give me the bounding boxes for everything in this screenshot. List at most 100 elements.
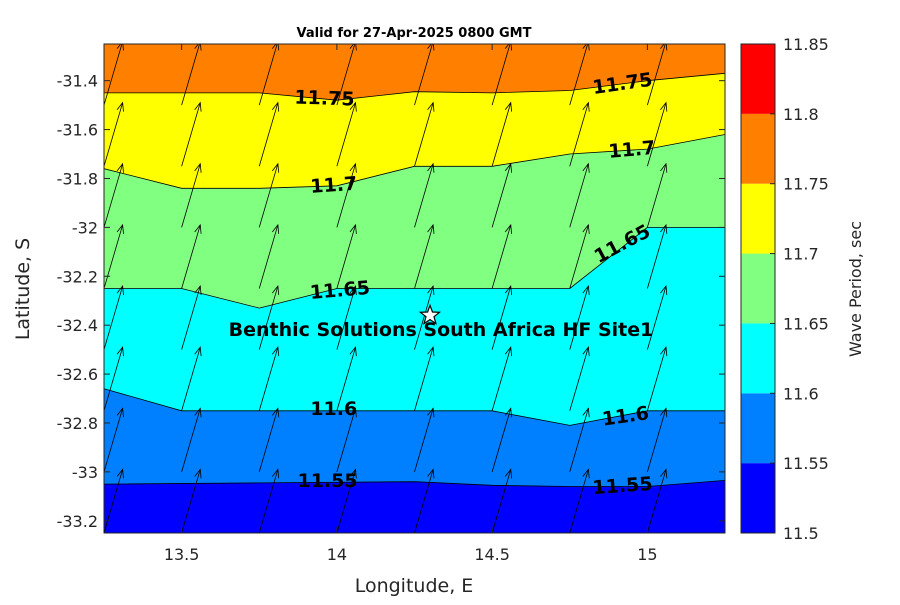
wave-vector bbox=[569, 223, 590, 289]
y-tick-label: -32.4 bbox=[57, 316, 98, 335]
colorbar-tick-label: 11.5 bbox=[783, 524, 819, 543]
wave-vector bbox=[569, 101, 590, 167]
wave-vector bbox=[258, 468, 280, 533]
wave-vector bbox=[104, 44, 124, 106]
colorbar-tick-label: 11.7 bbox=[783, 245, 819, 264]
wave-vector bbox=[258, 407, 280, 472]
wave-vector bbox=[104, 346, 124, 411]
wave-vector bbox=[336, 285, 357, 350]
wave-vector bbox=[569, 285, 590, 350]
contour-line-11.7 bbox=[104, 134, 725, 189]
wave-vector bbox=[181, 223, 202, 289]
colorbar-swatch bbox=[741, 323, 775, 394]
wave-vector bbox=[491, 162, 513, 228]
wave-vector bbox=[414, 407, 435, 472]
contour-label: 11.75 bbox=[294, 86, 355, 110]
wave-vector bbox=[491, 468, 513, 533]
colorbar-label: Wave Period, sec bbox=[846, 221, 865, 357]
wave-vector bbox=[258, 346, 280, 411]
wave-vector bbox=[336, 407, 357, 472]
contour-label: 11.55 bbox=[298, 470, 358, 492]
wave-vector bbox=[569, 346, 590, 411]
site-star-icon bbox=[418, 303, 442, 325]
colorbar-tick-label: 11.55 bbox=[783, 454, 829, 473]
contour-line-11.6 bbox=[104, 388, 725, 426]
plot-frame bbox=[103, 43, 726, 534]
wave-vector bbox=[646, 346, 668, 411]
colorbar-swatch bbox=[741, 44, 775, 114]
colorbar-swatch bbox=[741, 463, 775, 533]
wave-vector bbox=[336, 346, 357, 411]
wave-vector bbox=[646, 223, 668, 289]
y-tick-label: -33 bbox=[72, 463, 98, 482]
y-axis-label: Latitude, S bbox=[12, 238, 34, 340]
site-label: Benthic Solutions South Africa HF Site1 bbox=[229, 319, 654, 341]
wave-vector bbox=[491, 101, 513, 167]
wave-vector bbox=[258, 223, 280, 289]
colorbar-swatch bbox=[741, 113, 775, 184]
wave-vector bbox=[104, 285, 124, 350]
wave-vector bbox=[181, 44, 202, 106]
axes: 13.5 14 14.5 15 -31.4 -31.6 -31.8 -32 -32.2 -32.4… bbox=[57, 44, 725, 564]
band-11.75 bbox=[104, 44, 725, 101]
contour-label: 11.55 bbox=[592, 473, 653, 499]
colorbar-tick-label: 11.75 bbox=[783, 175, 829, 194]
chart-title: Valid for 27-Apr-2025 0800 GMT bbox=[297, 26, 532, 41]
y-tick-label: -31.6 bbox=[57, 121, 98, 140]
wave-vector bbox=[491, 44, 513, 106]
wave-vector bbox=[646, 468, 668, 533]
contour-label: 11.6 bbox=[310, 398, 357, 420]
colorbar-tick-label: 11.6 bbox=[783, 384, 819, 403]
wave-vector bbox=[336, 44, 357, 106]
colorbar-swatch bbox=[741, 183, 775, 254]
wave-vector bbox=[646, 44, 668, 106]
wave-vector bbox=[414, 468, 435, 533]
colorbar-frame bbox=[740, 43, 776, 534]
wave-vector bbox=[104, 468, 124, 533]
wave-vector bbox=[414, 101, 435, 167]
y-tick-label: -32 bbox=[72, 218, 98, 237]
wave-vector bbox=[258, 285, 280, 350]
x-tick-label: 14 bbox=[327, 545, 347, 564]
contour-label: 11.7 bbox=[310, 173, 358, 198]
colorbar-swatch bbox=[741, 253, 775, 324]
x-tick-label: 14.5 bbox=[474, 545, 510, 564]
x-tick-label: 15 bbox=[637, 545, 657, 564]
wave-vector bbox=[646, 101, 668, 167]
wave-vector bbox=[336, 162, 357, 228]
wave-vector bbox=[104, 162, 124, 228]
colorbar-tick-label: 11.85 bbox=[783, 35, 829, 54]
wave-vector bbox=[414, 346, 435, 411]
colorbar-tick-label: 11.65 bbox=[783, 314, 829, 333]
wave-vector bbox=[181, 468, 202, 533]
wave-vector bbox=[104, 407, 124, 472]
wave-vector bbox=[414, 162, 435, 228]
wave-vector bbox=[491, 407, 513, 472]
contour-label: 11.65 bbox=[309, 277, 371, 304]
wave-vector bbox=[181, 162, 202, 228]
wave-vector bbox=[646, 407, 668, 472]
wave-vector bbox=[181, 285, 202, 350]
wave-vector bbox=[336, 101, 357, 167]
wave-vector bbox=[181, 407, 202, 472]
wave-vector bbox=[336, 468, 357, 533]
colorbar-tick-label: 11.8 bbox=[783, 105, 819, 124]
wave-vector bbox=[646, 162, 668, 228]
y-tick-label: -31.8 bbox=[57, 169, 98, 188]
wave-vector bbox=[491, 346, 513, 411]
wave-vector bbox=[181, 101, 202, 167]
contour-line-11.55 bbox=[104, 480, 725, 487]
wave-vector bbox=[414, 285, 435, 350]
colorbar: 11.5 11.55 11.6 11.65 11.7 11.75 11.8 11.85 bbox=[740, 35, 829, 543]
y-tick-label: -33.2 bbox=[57, 512, 98, 531]
y-tick-label: -32.8 bbox=[57, 414, 98, 433]
x-tick-label: 13.5 bbox=[164, 545, 200, 564]
y-tick-label: -32.2 bbox=[57, 267, 98, 286]
wave-vector bbox=[258, 101, 280, 167]
wave-vector bbox=[491, 285, 513, 350]
wave-vector bbox=[104, 101, 124, 167]
wave-vector bbox=[569, 162, 590, 228]
